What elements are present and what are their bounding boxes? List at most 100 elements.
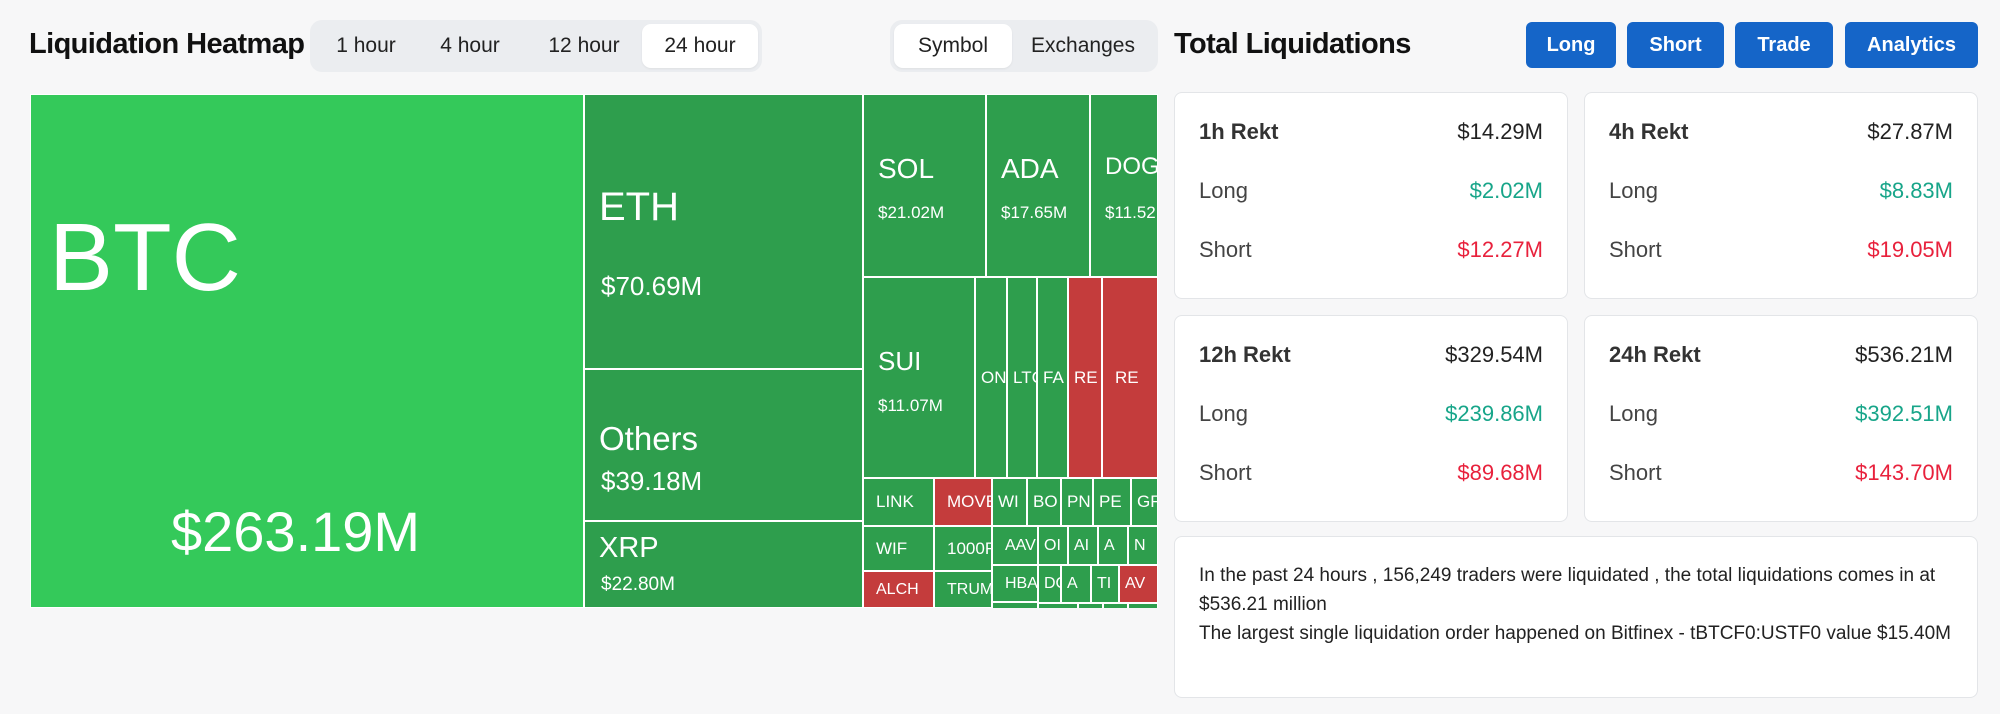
short-label: Short bbox=[1199, 237, 1252, 262]
heatmap-symbol: Others bbox=[599, 420, 699, 457]
heatmap-cell-re[interactable]: RE bbox=[1102, 277, 1158, 478]
heatmap-cell-others[interactable]: Others $39.18M bbox=[584, 369, 863, 521]
long-value: $2.02M bbox=[1469, 178, 1543, 203]
time-option-24-hour[interactable]: 24 hour bbox=[642, 24, 758, 68]
heatmap-symbol: FA bbox=[1043, 367, 1064, 387]
time-option-4-hour[interactable]: 4 hour bbox=[440, 34, 500, 57]
heatmap-value: $22.80M bbox=[601, 574, 675, 595]
card-title: 12h Rekt bbox=[1199, 342, 1291, 367]
long-button[interactable]: Long bbox=[1526, 22, 1616, 68]
long-value: $8.83M bbox=[1879, 178, 1953, 203]
heatmap-cell-a[interactable]: A bbox=[1061, 565, 1091, 603]
heatmap-symbol: BTC bbox=[49, 204, 241, 311]
heatmap-symbol: XRP bbox=[599, 532, 659, 564]
heatmap-value: $263.19M bbox=[171, 500, 421, 563]
time-option-1-hour[interactable]: 1 hour bbox=[336, 34, 396, 57]
heatmap-symbol: WIF bbox=[876, 538, 908, 558]
long-value: $392.51M bbox=[1855, 401, 1953, 426]
heatmap-value: $21.02M bbox=[878, 203, 945, 222]
short-label: Short bbox=[1199, 460, 1252, 485]
heatmap-cell-1000f[interactable]: 1000F bbox=[934, 526, 992, 571]
total-liquidations-title: Total Liquidations bbox=[1174, 28, 1411, 60]
heatmap-symbol: AI bbox=[1074, 536, 1090, 554]
view-option-symbol[interactable]: Symbol bbox=[894, 24, 1012, 68]
summary-line-traders: In the past 24 hours , 156,249 traders w… bbox=[1199, 565, 1936, 615]
heatmap-symbol: WI bbox=[998, 492, 1019, 511]
long-label: Long bbox=[1609, 178, 1658, 203]
heatmap-cell-alch[interactable]: ALCH bbox=[863, 571, 934, 608]
heatmap-cell-do[interactable]: DO bbox=[1038, 565, 1061, 603]
heatmap-cell-wi[interactable]: WI bbox=[992, 478, 1027, 526]
heatmap-symbol: ON bbox=[981, 367, 1007, 387]
heatmap-cell-ti[interactable]: TI bbox=[1078, 603, 1103, 608]
heatmap-symbol: N bbox=[1134, 536, 1146, 554]
heatmap-symbol: A bbox=[1104, 536, 1115, 554]
short-button[interactable]: Short bbox=[1627, 22, 1724, 68]
heatmap-cell-sol[interactable]: SOL $21.02M bbox=[863, 94, 986, 277]
heatmap-cell-ada[interactable]: ADA $17.65M bbox=[986, 94, 1090, 277]
heatmap-cell-sui[interactable]: SUI $11.07M bbox=[863, 277, 975, 478]
heatmap-cell-aave[interactable]: AAVE bbox=[992, 526, 1038, 565]
heatmap-value: $17.65M bbox=[1001, 203, 1068, 222]
heatmap-value: $70.69M bbox=[601, 271, 703, 301]
heatmap-cell-no[interactable]: NO bbox=[1038, 603, 1078, 608]
card-long-row: Long $392.51M bbox=[1609, 399, 1953, 429]
heatmap-cell-ai[interactable]: AI bbox=[1068, 526, 1098, 565]
heatmap-symbol: BO bbox=[1033, 492, 1058, 511]
heatmap-cell-eth[interactable]: ETH $70.69M bbox=[584, 94, 863, 369]
heatmap-cell-a[interactable]: A bbox=[1128, 603, 1158, 608]
card-total-row: 24h Rekt $536.21M bbox=[1609, 340, 1953, 370]
card-total-row: 1h Rekt $14.29M bbox=[1199, 117, 1543, 147]
heatmap-cell-ltc[interactable]: LTC bbox=[1007, 277, 1037, 478]
heatmap-cell-pn[interactable]: PN bbox=[1061, 478, 1093, 526]
heatmap-title: Liquidation Heatmap bbox=[29, 28, 305, 60]
heatmap-symbol: SUI bbox=[878, 346, 922, 376]
card-total-value: $14.29M bbox=[1457, 119, 1543, 144]
heatmap-cell-dog[interactable]: DOG $11.52 bbox=[1090, 94, 1158, 277]
heatmap-cell-xrp[interactable]: XRP $22.80M bbox=[584, 521, 863, 608]
card-short-row: Short $12.27M bbox=[1199, 235, 1543, 265]
rekt-card-24h: 24h Rekt $536.21M Long $392.51M Short $143.70… bbox=[1584, 315, 1978, 522]
heatmap-symbol: GR bbox=[1137, 492, 1157, 511]
heatmap-cell-btc[interactable]: BTC $263.19M bbox=[30, 94, 584, 608]
heatmap-cell-bo[interactable]: BO bbox=[1027, 478, 1061, 526]
heatmap-cell-wif[interactable]: WIF bbox=[863, 526, 934, 571]
heatmap-cell-link[interactable]: LINK bbox=[863, 478, 934, 526]
heatmap-cell-n[interactable]: N bbox=[1128, 526, 1158, 565]
heatmap-symbol: LTC bbox=[1013, 367, 1036, 387]
heatmap-cell-re[interactable]: RE bbox=[1068, 277, 1102, 478]
heatmap-cell-v[interactable]: V bbox=[1103, 603, 1128, 608]
heatmap-cell-hba[interactable]: HBA bbox=[992, 565, 1038, 602]
heatmap-symbol: HBA bbox=[1005, 574, 1038, 592]
time-range-selector: 1 hour 4 hour 12 hour 24 hour bbox=[310, 20, 762, 72]
heatmap-value: $11.52 bbox=[1105, 203, 1156, 222]
heatmap-cell-gr[interactable]: GR bbox=[1131, 478, 1158, 526]
card-total-row: 4h Rekt $27.87M bbox=[1609, 117, 1953, 147]
heatmap-cell-a[interactable]: A bbox=[1098, 526, 1128, 565]
heatmap-cell-ti[interactable]: TI bbox=[1091, 565, 1119, 603]
time-option-12-hour[interactable]: 12 hour bbox=[548, 34, 620, 57]
heatmap-cell-av[interactable]: AV bbox=[1119, 565, 1158, 603]
analytics-button[interactable]: Analytics bbox=[1845, 22, 1978, 68]
short-label: Short bbox=[1609, 237, 1662, 262]
heatmap-cell-oi[interactable]: OI bbox=[1038, 526, 1068, 565]
heatmap-symbol: LINK bbox=[876, 492, 914, 511]
heatmap-symbol: A bbox=[1067, 575, 1078, 592]
card-title: 24h Rekt bbox=[1609, 342, 1701, 367]
heatmap-value: $39.18M bbox=[601, 466, 703, 496]
heatmap-cell-trum[interactable]: TRUM bbox=[934, 571, 992, 608]
heatmap-cell-on[interactable]: ON bbox=[975, 277, 1007, 478]
card-short-row: Short $143.70M bbox=[1609, 458, 1953, 488]
heatmap-symbol: DOG bbox=[1105, 153, 1158, 180]
trade-button[interactable]: Trade bbox=[1735, 22, 1833, 68]
heatmap-symbol: 1000F bbox=[947, 538, 992, 558]
heatmap-symbol: TI bbox=[1097, 575, 1112, 592]
heatmap-cell-ip[interactable]: IP bbox=[992, 602, 1038, 608]
heatmap-cell-move[interactable]: MOVE bbox=[934, 478, 992, 526]
view-option-exchanges[interactable]: Exchanges bbox=[1031, 34, 1135, 57]
short-value: $19.05M bbox=[1867, 237, 1953, 262]
heatmap-symbol: ETH bbox=[599, 185, 679, 229]
heatmap-cell-pe[interactable]: PE bbox=[1093, 478, 1131, 526]
heatmap-cell-fa[interactable]: FA bbox=[1037, 277, 1068, 478]
heatmap-symbol: AAVE bbox=[1005, 536, 1037, 554]
